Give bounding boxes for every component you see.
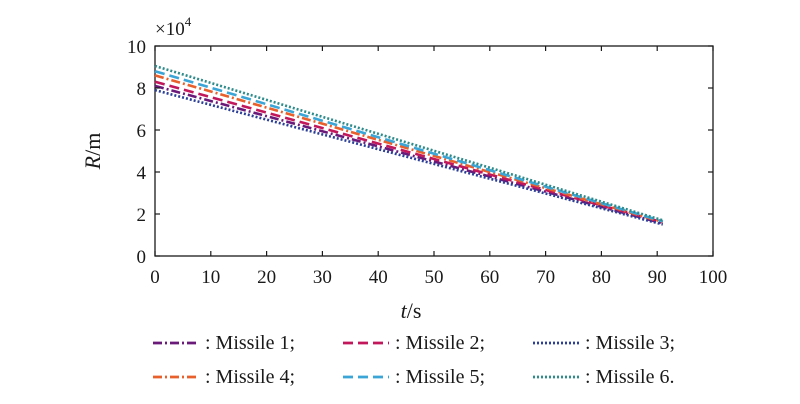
x-tick-label: 50 — [425, 267, 444, 288]
y-tick-label: 10 — [127, 37, 146, 58]
y-multiplier: ×104 — [155, 14, 192, 40]
y-tick-label: 6 — [137, 121, 147, 142]
series-line-2 — [154, 80, 664, 224]
legend-label-2: : Missile 2; — [395, 332, 485, 354]
series-line-5 — [154, 69, 664, 223]
series-line-3 — [154, 88, 664, 226]
y-axis-ticks: 0 2 4 6 8 10 — [127, 37, 713, 268]
legend-label-5: : Missile 5; — [395, 366, 485, 388]
y-axis-label: R/m — [80, 133, 105, 171]
series-group — [154, 64, 664, 226]
y-tick-label: 2 — [137, 205, 147, 226]
x-tick-label: 30 — [313, 267, 332, 288]
x-tick-label: 40 — [369, 267, 388, 288]
x-tick-label: 10 — [201, 267, 220, 288]
series-line-6 — [154, 64, 664, 222]
y-tick-label: 4 — [137, 163, 147, 184]
x-tick-label: 60 — [480, 267, 499, 288]
x-tick-label: 20 — [257, 267, 276, 288]
x-tick-label: 70 — [536, 267, 555, 288]
axes-frame — [154, 45, 714, 257]
x-tick-label: 90 — [648, 267, 667, 288]
legend: : Missile 1; : Missile 2; : Missile 3; : Mi… — [153, 332, 675, 388]
legend-label-1: : Missile 1; — [205, 332, 295, 354]
x-tick-label: 80 — [592, 267, 611, 288]
plot-area — [154, 45, 714, 257]
legend-label-3: : Missile 3; — [585, 332, 675, 354]
series-line-4 — [154, 74, 664, 224]
x-tick-label: 100 — [699, 267, 728, 288]
x-axis-ticks: 0 10 20 30 40 50 60 70 80 90 100 — [150, 46, 727, 288]
y-tick-label: 0 — [137, 247, 147, 268]
legend-label-6: : Missile 6. — [585, 366, 674, 388]
legend-label-4: : Missile 4; — [205, 366, 295, 388]
x-tick-label: 0 — [150, 267, 160, 288]
y-tick-label: 8 — [137, 79, 147, 100]
x-axis-label: t/s — [401, 298, 422, 323]
series-line-1 — [154, 84, 664, 225]
